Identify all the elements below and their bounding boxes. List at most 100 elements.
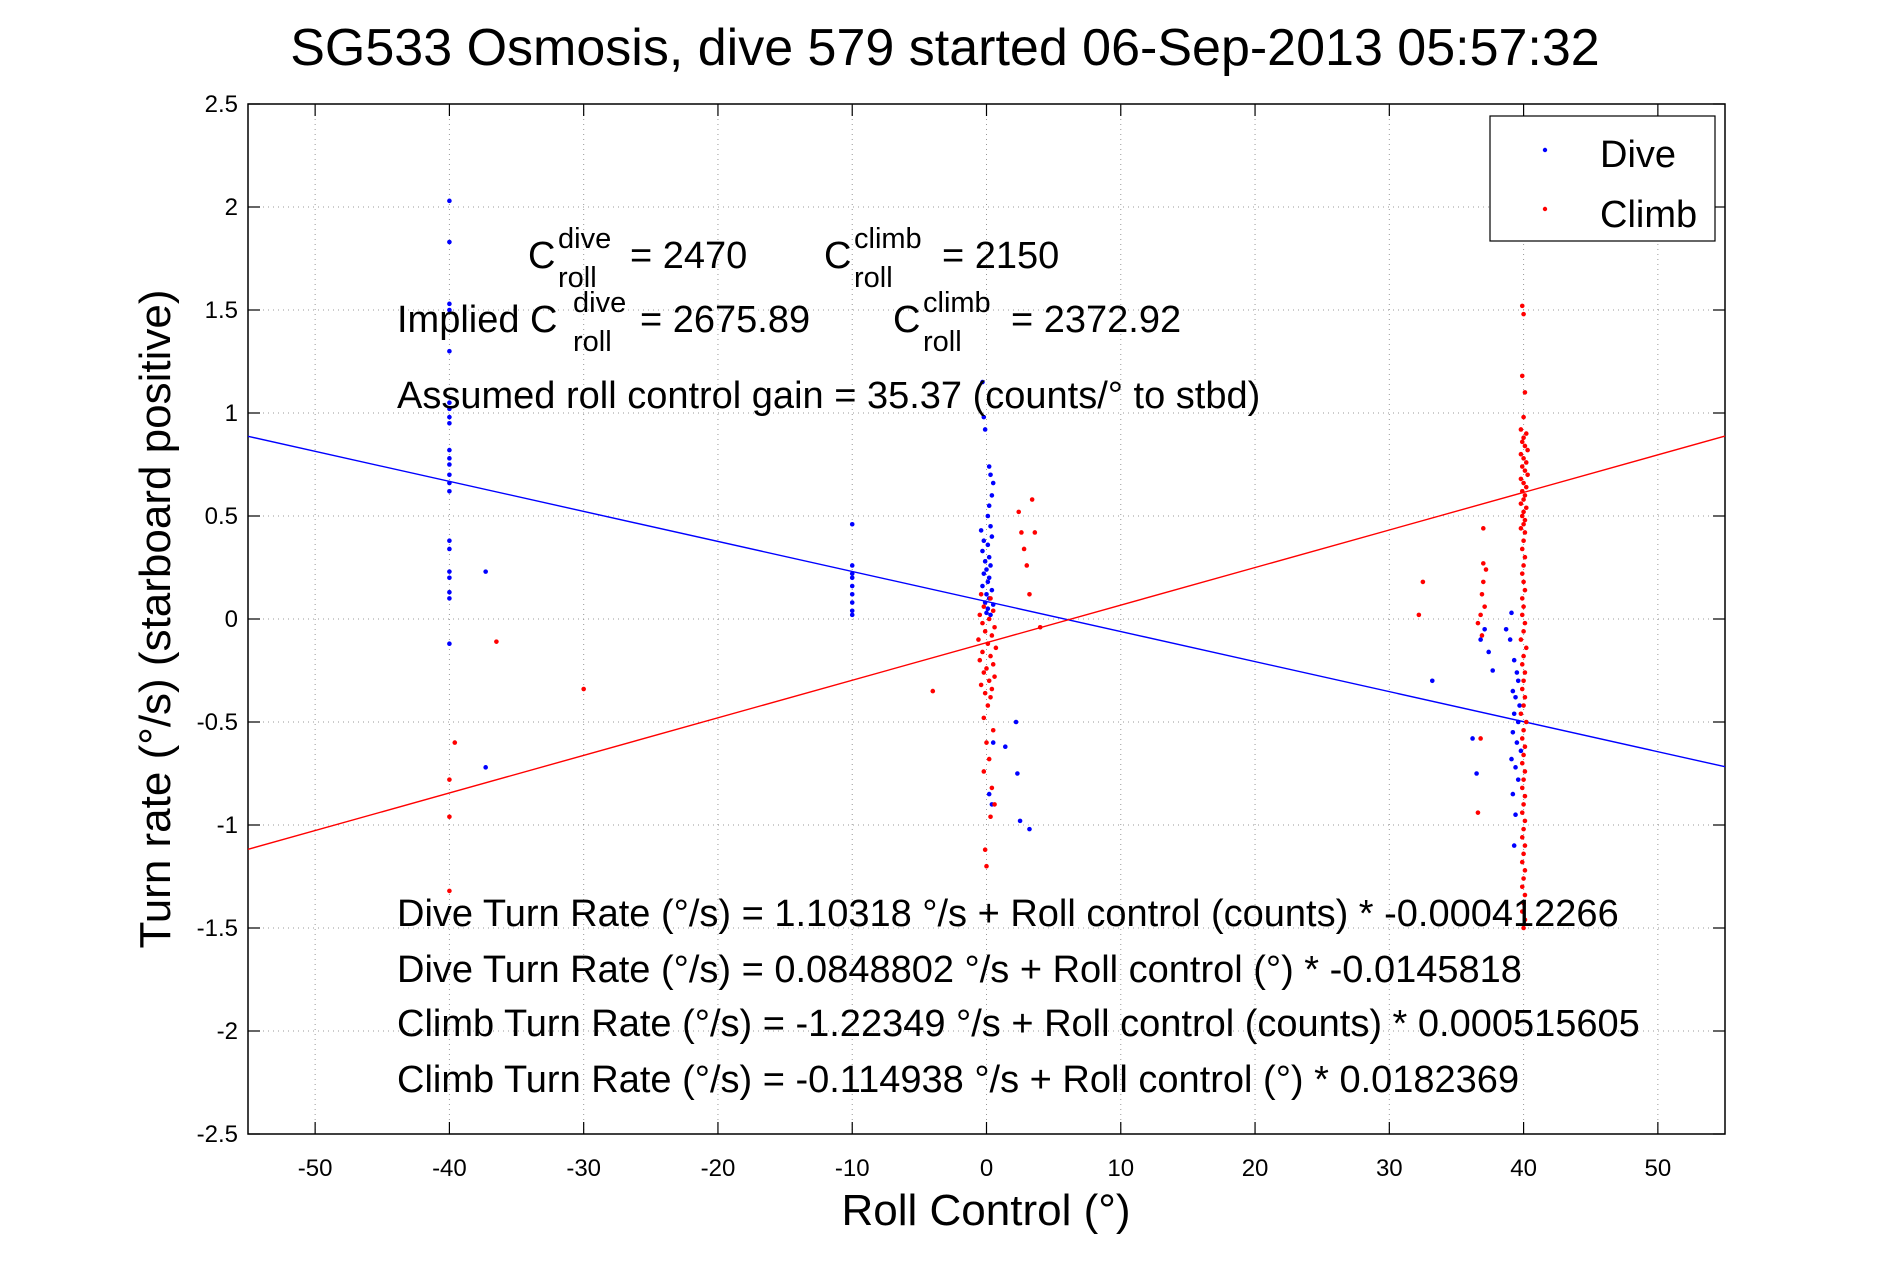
data-point-climb (1522, 493, 1528, 498)
y-tick-label: 1 (225, 400, 238, 427)
equation-climb-counts: Climb Turn Rate (°/s) = -1.22349 °/s + R… (397, 1003, 1640, 1045)
data-point-dive (1017, 818, 1023, 824)
data-point-dive (1517, 703, 1522, 708)
data-point-dive (1015, 771, 1020, 776)
data-point-dive (1510, 791, 1516, 797)
data-point-dive (986, 575, 992, 581)
c-dive-sup: dive (558, 223, 611, 255)
data-point-dive (984, 567, 989, 572)
c-climb-value: = 2150 (942, 235, 1059, 277)
data-point-climb (1521, 435, 1526, 441)
data-point-dive (447, 421, 452, 426)
y-tick-label: -2.5 (197, 1121, 238, 1148)
data-point-climb (1519, 513, 1525, 519)
data-point-dive (447, 488, 452, 494)
data-point-dive (1513, 812, 1518, 817)
y-tick-label: 0.5 (205, 503, 238, 530)
data-point-climb (981, 670, 987, 675)
data-point-climb (1479, 591, 1485, 597)
data-point-climb (990, 608, 996, 614)
data-point-dive (1518, 748, 1524, 754)
data-point-climb (986, 756, 992, 762)
data-point-climb (1522, 468, 1528, 473)
data-point-climb (1519, 760, 1525, 766)
data-point-dive (988, 524, 993, 529)
data-point-climb (1521, 802, 1526, 807)
x-tick-label: 50 (1645, 1155, 1672, 1182)
data-point-dive (849, 583, 855, 589)
data-point-climb (1519, 303, 1525, 309)
data-point-dive (447, 538, 452, 544)
data-point-climb (1521, 579, 1526, 585)
data-point-climb (985, 641, 991, 647)
data-point-dive (1514, 670, 1520, 675)
data-point-dive (1509, 756, 1514, 762)
implied-dive-value: = 2675.89 (640, 299, 810, 341)
x-axis-ticks: -50 -40 -30 -20 -10 0 10 20 30 40 50 (298, 104, 1671, 1182)
data-point-climb (993, 645, 999, 651)
data-point-climb (989, 633, 995, 638)
data-point-climb (988, 653, 993, 659)
data-point-dive (981, 538, 987, 544)
data-point-climb (1483, 567, 1489, 572)
data-point-dive (849, 563, 855, 568)
data-point-climb (1522, 530, 1528, 535)
data-point-climb (986, 678, 992, 684)
data-point-climb (1519, 612, 1525, 618)
equation-climb-degrees: Climb Turn Rate (°/s) = -0.114938 °/s + … (397, 1059, 1519, 1101)
data-point-dive (1507, 637, 1513, 642)
data-point-climb (1523, 645, 1529, 651)
data-point-climb (1521, 480, 1526, 486)
data-point-dive (447, 575, 452, 581)
data-point-climb (1521, 538, 1526, 544)
data-point-climb (990, 727, 996, 733)
data-point-climb (1521, 604, 1526, 609)
grid-lines (248, 104, 1725, 1134)
legend-label-dive: Dive (1600, 134, 1676, 176)
data-point-climb (1518, 711, 1524, 717)
data-point-climb (988, 694, 993, 700)
data-point-climb (1522, 917, 1528, 923)
data-point-climb (1521, 727, 1526, 733)
data-point-dive (988, 563, 993, 568)
implied-dive-sub: roll (573, 326, 612, 358)
data-point-climb (447, 814, 452, 820)
data-point-dive (980, 379, 985, 385)
data-point-dive (849, 575, 855, 581)
data-point-climb (981, 604, 987, 609)
data-point-climb (982, 629, 988, 634)
y-tick-label: -0.5 (197, 709, 238, 736)
data-point-climb (1521, 900, 1526, 906)
data-point-climb (1479, 633, 1485, 638)
data-point-climb (1522, 517, 1528, 523)
data-point-dive (984, 610, 989, 616)
data-point-climb (1027, 591, 1032, 597)
data-point-climb (1519, 736, 1525, 741)
data-point-climb (1518, 476, 1524, 482)
c-climb-sub: roll (854, 262, 893, 294)
data-point-climb (976, 637, 981, 642)
data-point-climb (1475, 810, 1481, 815)
data-point-climb (992, 674, 997, 679)
data-point-climb (985, 703, 991, 708)
data-point-dive (849, 600, 855, 605)
data-point-climb (1521, 509, 1526, 515)
data-point-climb (1521, 851, 1526, 857)
data-point-climb (1016, 509, 1022, 515)
data-point-dive (982, 600, 988, 605)
data-point-climb (1522, 620, 1528, 626)
data-point-dive (447, 589, 452, 595)
x-tick-label: 40 (1510, 1155, 1537, 1182)
data-point-climb (1519, 373, 1525, 379)
data-point-dive (989, 493, 995, 498)
data-point-dive (447, 456, 452, 461)
data-point-dive (1510, 730, 1516, 735)
data-point-climb (1481, 561, 1486, 566)
data-point-dive (1511, 711, 1517, 717)
data-point-climb (1522, 818, 1528, 824)
data-point-dive (1013, 719, 1019, 725)
data-point-climb (1518, 427, 1524, 432)
data-point-climb (1521, 777, 1526, 782)
x-tick-label: -30 (566, 1155, 601, 1182)
data-point-climb (1521, 925, 1526, 931)
